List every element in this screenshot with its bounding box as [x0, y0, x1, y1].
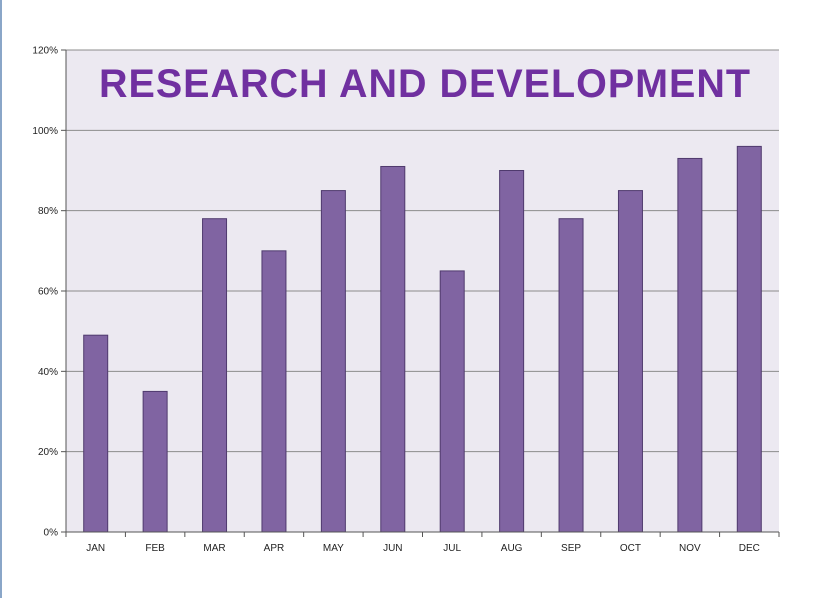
x-tick-label: MAR: [203, 543, 225, 554]
y-tick-label: 0%: [44, 528, 59, 539]
x-tick-label: APR: [264, 543, 285, 554]
x-tick-label: JAN: [86, 543, 105, 554]
x-tick-label: OCT: [620, 543, 641, 554]
bars: [83, 145, 762, 533]
bar-feb: [142, 390, 168, 533]
bar-oct: [617, 190, 643, 533]
bar-jan: [83, 334, 109, 533]
y-tick-label: 100%: [32, 126, 58, 137]
x-tick-label: MAY: [323, 543, 344, 554]
window-edge: [0, 0, 2, 598]
bar-jun: [380, 165, 406, 533]
y-tick-label: 120%: [32, 46, 58, 57]
x-tick-label: FEB: [145, 543, 165, 554]
y-tick-label: 60%: [38, 287, 58, 298]
x-tick-label: JUN: [383, 543, 402, 554]
bar-jul: [439, 270, 465, 533]
x-axis-ticks: JAN FEB MAR APR MAY JUN JUL AUG SEP OCT NOV DEC: [65, 532, 780, 554]
chart-title: RESEARCH AND DEVELOPMENT: [99, 62, 751, 106]
x-tick-label: DEC: [739, 543, 760, 554]
x-tick-label: NOV: [679, 543, 701, 554]
bar-dec: [736, 145, 762, 533]
x-tick-label: SEP: [561, 543, 581, 554]
x-tick-label: AUG: [501, 543, 523, 554]
y-tick-label: 20%: [38, 447, 58, 458]
y-axis-ticks: 0% 20% 40% 60% 80% 100% 120%: [32, 46, 66, 539]
bar-mar: [202, 218, 228, 533]
bar-aug: [499, 170, 525, 533]
bar-nov: [677, 157, 703, 533]
bar-apr: [261, 250, 287, 533]
y-tick-label: 40%: [38, 367, 58, 378]
y-tick-label: 80%: [38, 206, 58, 217]
gridlines: [66, 49, 779, 453]
bar-may: [320, 190, 346, 533]
x-tick-label: JUL: [443, 543, 461, 554]
bar-sep: [558, 218, 584, 533]
